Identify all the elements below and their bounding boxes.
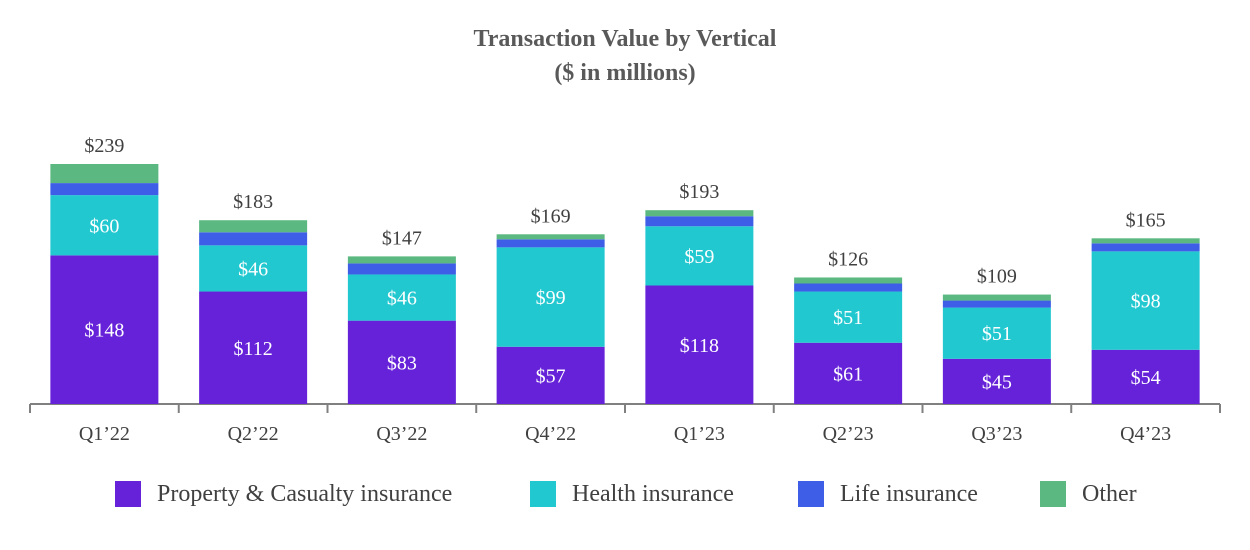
bar-segment-property-casualty-insurance [496,346,605,404]
legend-swatch-health [530,481,556,507]
bar-segment-other [1091,238,1200,244]
bar-segment-health-insurance [794,291,903,343]
bar-segment-other [347,256,456,264]
x-tick-label: Q2’23 [823,423,874,445]
bar-segment-life-insurance [50,183,159,196]
segment-data-label: $46 [387,288,417,310]
bar-segment-life-insurance [199,232,308,246]
bar-segment-property-casualty-insurance [199,291,308,404]
bar-segment-property-casualty-insurance [347,320,456,404]
total-data-label: $109 [977,266,1017,288]
bar-segment-property-casualty-insurance [645,285,754,404]
legend-label-other: Other [1082,480,1137,507]
segment-data-label: $118 [680,335,719,357]
segment-data-label: $54 [1131,367,1161,389]
bar-segment-health-insurance [347,274,456,321]
bar-segment-health-insurance [1091,251,1200,350]
total-data-label: $147 [382,227,422,249]
chart-title: Transaction Value by Vertical [473,26,777,52]
bar-segment-other [645,210,754,217]
segment-data-label: $57 [536,365,566,387]
bar-segment-property-casualty-insurance [942,358,1051,404]
bar-segment-life-insurance [347,263,456,275]
x-tick-label: Q4’22 [525,423,576,445]
chart-legend: Property & Casualty insurance Health ins… [0,478,1250,510]
segment-data-label: $51 [982,323,1012,345]
bar-segment-other [199,220,308,233]
bar-segment-health-insurance [496,247,605,347]
segment-data-label: $98 [1131,291,1161,313]
x-tick-label: Q1’22 [79,423,130,445]
segment-data-label: $99 [536,287,566,309]
segment-data-label: $112 [233,338,272,360]
legend-label-property-casualty: Property & Casualty insurance [157,480,453,507]
segment-data-label: $51 [833,307,863,329]
bar-segment-life-insurance [942,300,1051,308]
legend-swatch-other [1040,481,1066,507]
bar-segment-health-insurance [645,226,754,286]
segment-data-label: $83 [387,352,417,374]
bar-segment-other [496,234,605,240]
bar-segment-property-casualty-insurance [1091,349,1200,404]
x-tick-label: Q1’23 [674,423,725,445]
legend-item-life: Life insurance [798,478,978,510]
bar-segment-property-casualty-insurance [794,342,903,404]
segment-data-label: $60 [89,215,119,237]
legend-swatch-property-casualty [115,481,141,507]
legend-item-other: Other [1040,478,1137,510]
bar-segment-life-insurance [1091,243,1200,252]
legend-item-property-casualty: Property & Casualty insurance [115,478,452,510]
segment-data-label: $59 [684,246,714,268]
x-tick-label: Q3’22 [376,423,427,445]
bar-segment-health-insurance [199,245,308,292]
total-data-label: $126 [828,248,868,270]
total-data-label: $169 [531,205,571,227]
segment-data-label: $148 [84,320,124,342]
bar-segment-life-insurance [496,239,605,248]
segment-data-label: $45 [982,371,1012,393]
bar-segment-life-insurance [794,283,903,292]
total-data-label: $165 [1126,209,1166,231]
x-tick-label: Q2’22 [228,423,279,445]
bar-segment-property-casualty-insurance [50,255,159,404]
bar-segment-health-insurance [942,307,1051,359]
x-tick-label: Q3’23 [971,423,1022,445]
bar-segment-health-insurance [50,195,159,256]
total-data-label: $193 [679,181,719,203]
chart-subtitle: ($ in millions) [554,60,696,86]
bar-segment-other [794,277,903,284]
legend-label-health: Health insurance [572,480,734,507]
legend-swatch-life [798,481,824,507]
x-tick-label: Q4’23 [1120,423,1171,445]
segment-data-label: $61 [833,363,863,385]
bar-segment-other [50,164,159,184]
bar-segment-other [942,294,1051,301]
legend-label-life: Life insurance [840,480,978,507]
total-data-label: $239 [84,135,124,157]
legend-item-health: Health insurance [530,478,734,510]
segment-data-label: $46 [238,258,268,280]
total-data-label: $183 [233,191,273,213]
bar-segment-life-insurance [645,216,754,227]
